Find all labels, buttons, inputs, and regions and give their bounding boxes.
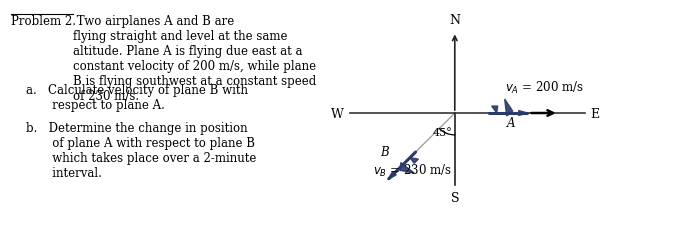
Text: A: A bbox=[506, 116, 515, 129]
Text: B: B bbox=[381, 145, 389, 158]
Polygon shape bbox=[505, 100, 512, 116]
Polygon shape bbox=[410, 158, 419, 164]
Text: Problem 2.: Problem 2. bbox=[10, 15, 76, 27]
Text: N: N bbox=[449, 13, 461, 26]
Polygon shape bbox=[519, 111, 528, 116]
Text: 45°: 45° bbox=[433, 127, 453, 137]
Text: $v_A$ = 200 m/s: $v_A$ = 200 m/s bbox=[505, 80, 584, 96]
Polygon shape bbox=[400, 163, 414, 173]
Text: $v_B$ = 230 m/s: $v_B$ = 230 m/s bbox=[373, 163, 452, 179]
Text: a.   Calculate velocity of plane B with
       respect to plane A.: a. Calculate velocity of plane B with re… bbox=[26, 84, 248, 112]
Text: S: S bbox=[451, 191, 459, 204]
Text: b.   Determine the change in position
       of plane A with respect to plane B
: b. Determine the change in position of p… bbox=[26, 122, 256, 179]
Text: Two airplanes A and B are
flying straight and level at the same
altitude. Plane : Two airplanes A and B are flying straigh… bbox=[73, 15, 316, 102]
Polygon shape bbox=[491, 106, 498, 113]
Polygon shape bbox=[388, 172, 396, 180]
Text: E: E bbox=[591, 107, 600, 120]
Text: W: W bbox=[331, 107, 344, 120]
